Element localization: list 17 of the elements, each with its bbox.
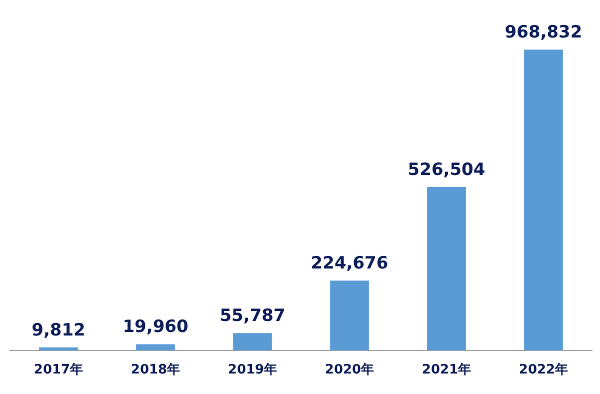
bar (233, 333, 272, 350)
x-tick-label: 2018年 (130, 362, 180, 378)
data-label: 55,787 (220, 306, 286, 326)
data-label: 19,960 (122, 317, 188, 338)
bar (136, 344, 175, 350)
data-label: 968,832 (504, 22, 582, 43)
bar (524, 50, 563, 350)
data-label: 224,676 (310, 254, 388, 274)
bar (427, 186, 466, 350)
x-tick-label: 2019年 (228, 362, 278, 378)
bar (330, 280, 369, 350)
x-tick-label: 2020年 (324, 362, 374, 378)
x-tick-label: 2021年 (422, 362, 472, 378)
x-tick-label: 2017年 (34, 362, 84, 378)
data-label: 526,504 (408, 160, 486, 180)
data-label: 9,812 (32, 320, 86, 340)
x-tick-label: 2022年 (518, 362, 568, 378)
